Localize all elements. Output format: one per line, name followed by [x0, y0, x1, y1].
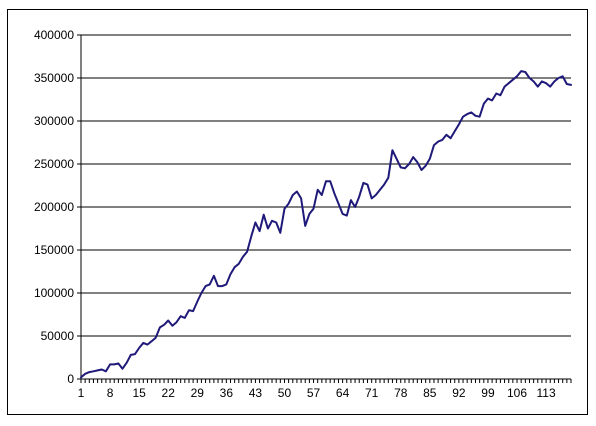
axes [77, 34, 572, 383]
x-tick-label: 29 [191, 386, 205, 400]
x-tick-labels: 1 8 15 22 29 36 43 50 57 64 71 78 85 92 99 106 113 [78, 386, 556, 400]
x-tick-label: 64 [336, 386, 350, 400]
y-tick-label: 350000 [34, 71, 74, 85]
x-tick-label: 85 [423, 386, 437, 400]
x-tick-label: 78 [394, 386, 408, 400]
x-tick-label: 8 [107, 386, 114, 400]
x-tick-label: 36 [220, 386, 234, 400]
gridlines [81, 34, 571, 337]
y-tick-label: 50000 [41, 329, 75, 343]
x-tick-label: 71 [365, 386, 379, 400]
x-tick-label: 106 [507, 386, 527, 400]
y-tick-label: 0 [67, 372, 74, 386]
line-chart: 0 50000 100000 150000 200000 250000 300000 3500… [34, 28, 572, 400]
chart-frame: 0 50000 100000 150000 200000 250000 300000 3500… [7, 9, 588, 415]
y-tick-label: 100000 [34, 286, 74, 300]
y-tick-label: 200000 [34, 200, 74, 214]
y-tick-label: 250000 [34, 157, 74, 171]
x-tick-label: 15 [132, 386, 146, 400]
x-tick-label: 113 [537, 386, 556, 400]
x-tick-label: 43 [249, 386, 263, 400]
x-tick-label: 1 [78, 386, 85, 400]
y-tick-label: 400000 [34, 28, 74, 42]
x-tick-label: 50 [278, 386, 292, 400]
x-tick-label: 22 [162, 386, 176, 400]
x-tick-label: 99 [481, 386, 495, 400]
y-tick-label: 150000 [34, 243, 74, 257]
y-tick-label: 300000 [34, 114, 74, 128]
x-tick-label: 92 [452, 386, 466, 400]
series-layer [80, 70, 572, 379]
x-tick-label: 57 [307, 386, 321, 400]
y-tick-labels: 0 50000 100000 150000 200000 250000 300000 3500… [34, 28, 74, 386]
series-line [80, 70, 572, 379]
